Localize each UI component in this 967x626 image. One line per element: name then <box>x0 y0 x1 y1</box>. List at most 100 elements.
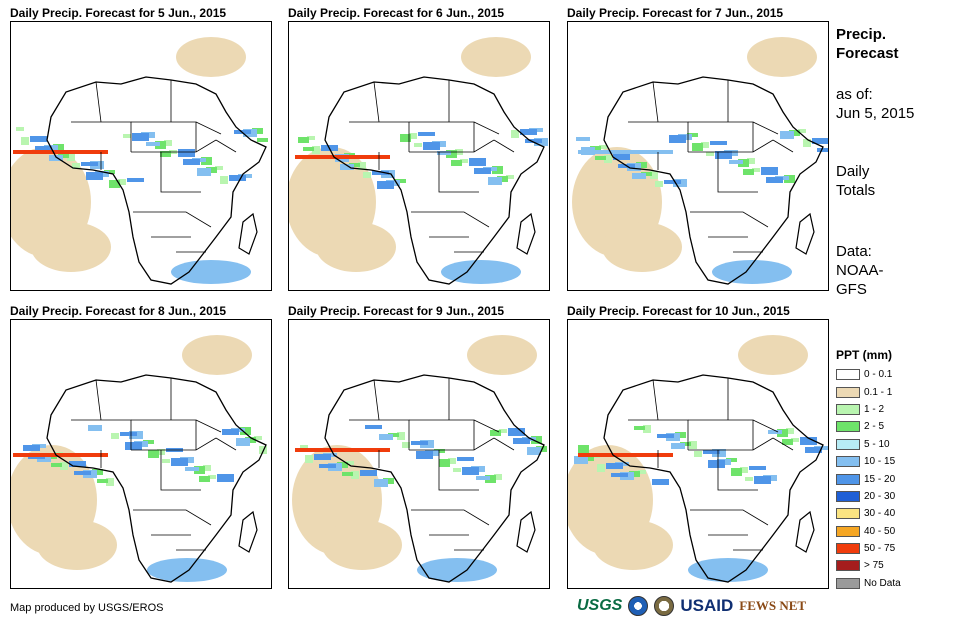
rain-cell <box>576 137 590 141</box>
legend-label: 20 - 30 <box>864 490 896 502</box>
country-border <box>409 139 495 153</box>
rain-cell <box>132 133 149 141</box>
rain-cell <box>49 155 63 161</box>
rain-cell <box>671 443 685 449</box>
legend-label: 30 - 40 <box>864 508 896 520</box>
country-border <box>160 152 201 193</box>
legend-item: 2 - 5 <box>836 418 946 435</box>
country-border <box>409 419 475 450</box>
rain-cell <box>694 451 702 457</box>
map-drawing <box>572 37 828 285</box>
rain-cell <box>183 159 200 165</box>
rain-cell <box>402 442 410 448</box>
rain-cell <box>780 131 794 139</box>
rain-cell <box>469 158 486 166</box>
country-border <box>493 139 515 153</box>
rain-cell <box>437 151 451 155</box>
rain-cell <box>143 440 154 444</box>
rain-cell <box>726 458 737 462</box>
southern-rain <box>147 558 227 582</box>
country-border <box>473 121 500 135</box>
rain-cell <box>123 134 131 138</box>
rain-cell <box>92 469 103 475</box>
rain-cell <box>97 479 108 483</box>
rain-cell <box>236 438 250 446</box>
africa-map <box>567 21 829 291</box>
rain-cell <box>768 430 782 434</box>
madagascar-outline <box>795 510 815 553</box>
rain-cell <box>360 470 377 476</box>
rain-cell <box>397 432 405 440</box>
heavy-rain-streak <box>578 150 673 154</box>
rain-cell <box>312 146 320 154</box>
africa-map <box>288 319 550 589</box>
rain-cell <box>307 136 315 140</box>
country-border <box>95 379 102 421</box>
legend-label: 40 - 50 <box>864 525 896 537</box>
rain-cell <box>199 476 210 482</box>
country-border <box>411 211 490 228</box>
rain-cell <box>805 447 822 453</box>
legend-rows: 0 - 0.1 0.1 - 1 1 - 2 2 - 5 5 - 10 10 - 15 15 … <box>836 366 946 592</box>
rain-cell <box>377 181 394 189</box>
rain-cell <box>439 459 450 467</box>
legend-swatch <box>836 403 860 415</box>
legend-item: 20 - 30 <box>836 488 946 505</box>
legend-swatch <box>836 490 860 502</box>
legend-label: No Data <box>864 577 901 589</box>
rain-cell <box>162 459 170 463</box>
rain-cell <box>520 129 537 135</box>
rain-cell <box>51 463 62 467</box>
rain-cell <box>803 139 811 147</box>
rain-cell <box>164 140 172 146</box>
country-border <box>71 121 132 152</box>
legend-item: 0.1 - 1 <box>836 383 946 400</box>
legend-label: 50 - 75 <box>864 543 896 555</box>
rain-cell <box>497 176 508 182</box>
rain-cell <box>527 447 541 455</box>
rain-cell <box>383 478 394 484</box>
rain-cell <box>69 461 86 467</box>
legend-label: 2 - 5 <box>864 421 885 433</box>
rain-cell <box>86 172 103 180</box>
map-drawing <box>568 335 828 583</box>
rain-cell <box>374 479 388 487</box>
rain-cell <box>798 129 806 133</box>
rain-cell <box>752 168 760 172</box>
rain-cell <box>60 462 68 470</box>
rain-cell <box>731 468 742 476</box>
dry-area <box>461 37 531 77</box>
legend-label: 1 - 2 <box>864 403 885 415</box>
rain-cell <box>448 458 456 464</box>
dry-area <box>322 520 402 570</box>
rain-cell <box>499 429 507 433</box>
rain-cell <box>782 439 793 445</box>
rain-cell <box>777 429 788 437</box>
rain-cell <box>252 128 263 134</box>
panel-title: Daily Precip. Forecast for 9 Jun., 2015 <box>288 304 505 318</box>
country-border <box>688 139 774 153</box>
rain-cell <box>81 162 98 166</box>
rain-cell <box>178 149 195 157</box>
rain-cell <box>451 160 462 166</box>
legend-swatch <box>836 577 860 589</box>
rain-cell <box>525 139 542 143</box>
rain-cell <box>597 464 605 472</box>
dry-area <box>602 222 682 272</box>
rain-cell <box>604 155 612 163</box>
rain-cell <box>416 451 433 459</box>
rain-cell <box>655 181 663 187</box>
country-border <box>772 139 794 153</box>
southern-rain <box>712 260 792 284</box>
rain-cell <box>703 450 720 454</box>
country-border <box>373 81 380 123</box>
rain-cell <box>67 153 75 161</box>
rain-cell <box>340 164 354 170</box>
rain-cell <box>53 144 64 150</box>
rain-cell <box>111 433 119 439</box>
southern-rain <box>417 558 497 582</box>
rain-cell <box>72 163 80 169</box>
rain-cell <box>531 436 542 444</box>
rain-cell <box>201 157 212 165</box>
rain-cell <box>118 179 126 185</box>
